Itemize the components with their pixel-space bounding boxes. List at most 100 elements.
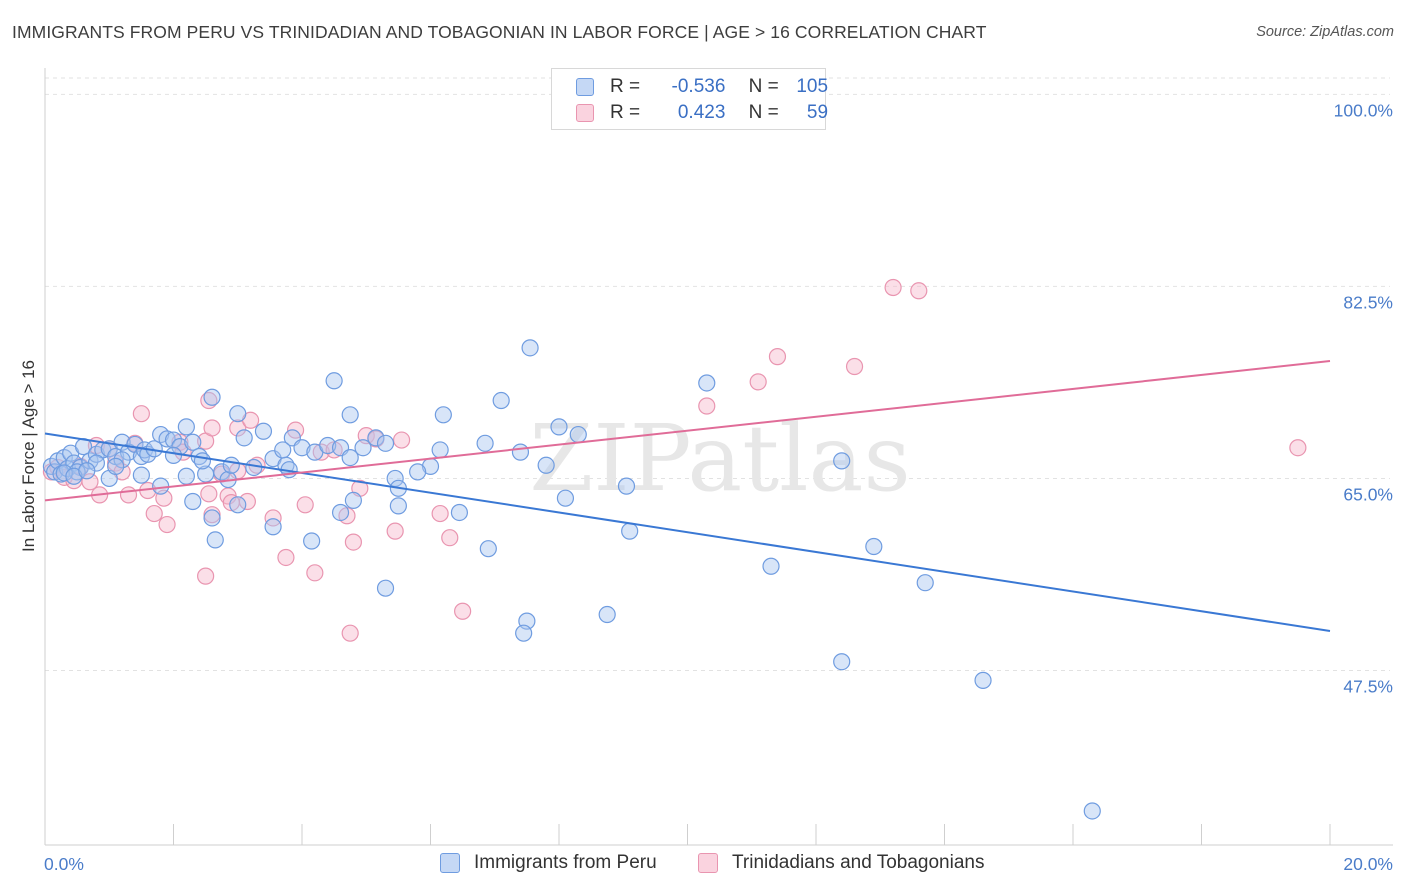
peru-point <box>569 425 587 444</box>
trinidadians-point <box>197 567 215 585</box>
peru-point <box>450 503 469 522</box>
peru-point <box>303 532 321 550</box>
trinidadians-point <box>1289 439 1307 457</box>
peru-swatch <box>576 78 594 96</box>
trinidadians-point <box>312 443 330 461</box>
peru-point <box>376 579 395 597</box>
peru-point <box>762 557 780 575</box>
peru-point <box>65 467 83 485</box>
peru-point <box>254 422 273 440</box>
trinidadians-point <box>132 405 150 423</box>
trinidadians-point <box>81 473 99 491</box>
peru-point <box>184 492 202 511</box>
peru-point <box>319 436 337 455</box>
legend-label: Immigrants from Peru <box>474 852 657 873</box>
peru-point <box>222 456 240 474</box>
peru-point <box>229 405 247 423</box>
legend-label: Trinidadians and Tobagonians <box>732 852 985 873</box>
peru-point <box>492 391 510 410</box>
peru-point <box>367 429 385 447</box>
trinidadians-point <box>344 533 362 551</box>
peru-point <box>113 451 131 469</box>
trinidadians-point <box>229 419 247 437</box>
y-tick-label: 65.0% <box>1343 484 1393 504</box>
source-credit: Source: ZipAtlas.com <box>1256 24 1394 40</box>
peru-point <box>81 452 99 470</box>
axes <box>44 68 1393 846</box>
peru-point <box>274 441 292 459</box>
y-tick-label: 100.0% <box>1334 100 1393 120</box>
peru-point <box>833 653 851 671</box>
r-value: 0.423 <box>677 102 726 123</box>
trinidadians-point <box>277 548 295 567</box>
peru-point <box>479 540 497 558</box>
x-tick-label: 20.0% <box>1343 854 1393 874</box>
peru-trend-line <box>44 432 1331 632</box>
peru-point <box>107 457 125 475</box>
stats-legend: R = -0.536 N = 105 R = 0.423 N = 59 <box>551 68 829 130</box>
peru-point <box>617 477 636 495</box>
series-trinidadians-points <box>42 278 1307 642</box>
series-legend: Immigrants from Peru Trinidadians and To… <box>0 850 1406 880</box>
peru-point <box>132 466 150 484</box>
tick-labels: 47.5% 65.0% 82.5% 100.0% 0.0% 20.0% <box>44 100 1393 874</box>
r-value: -0.536 <box>671 76 726 97</box>
y-tick-label: 47.5% <box>1343 677 1393 697</box>
peru-point <box>916 574 934 592</box>
trinidadians-swatch <box>698 853 718 873</box>
watermark: ZIPatlas <box>529 405 910 512</box>
peru-point <box>865 537 883 556</box>
peru-point <box>245 458 263 477</box>
peru-point <box>177 418 195 436</box>
peru-point <box>409 463 427 481</box>
peru-point <box>376 434 395 452</box>
peru-point <box>521 339 539 357</box>
trinidadians-point <box>454 602 472 620</box>
peru-point <box>515 624 533 642</box>
peru-point <box>264 518 282 536</box>
trinidadians-point <box>222 493 240 512</box>
peru-point <box>164 446 183 465</box>
peru-point <box>203 509 221 527</box>
peru-point <box>177 467 195 485</box>
peru-point <box>1083 802 1101 820</box>
x-tick-label: 0.0% <box>44 854 84 874</box>
peru-point <box>184 433 202 451</box>
peru-point <box>389 497 407 515</box>
trinidadians-point <box>698 397 716 415</box>
trinidadians-point <box>145 504 163 523</box>
peru-point <box>78 462 96 480</box>
gridlines <box>45 77 1390 672</box>
trinidadians-point <box>158 515 176 534</box>
trinidadians-trend-line <box>44 360 1331 502</box>
trinidadians-point <box>431 504 449 523</box>
chart-title: IMMIGRANTS FROM PERU VS TRINIDADIAN AND … <box>12 22 987 42</box>
peru-point <box>431 441 449 459</box>
trinidadians-point <box>200 485 218 503</box>
peru-point <box>235 429 253 447</box>
peru-point <box>152 477 170 495</box>
peru-point <box>229 496 247 514</box>
peru-point <box>158 430 176 448</box>
n-label: N = <box>748 76 779 97</box>
peru-point <box>293 439 311 457</box>
trinidadians-point <box>341 624 359 642</box>
peru-swatch <box>440 853 460 873</box>
peru-point <box>325 372 343 390</box>
n-value: 59 <box>806 102 829 123</box>
trinidadians-swatch <box>576 104 594 122</box>
peru-point <box>434 406 452 424</box>
trinidadians-point <box>910 282 928 300</box>
trinidadians-point <box>845 357 864 376</box>
r-label: R = <box>610 102 641 123</box>
series-peru-points <box>42 339 1101 820</box>
trinidadians-point <box>306 564 324 582</box>
trinidadians-point <box>203 419 221 437</box>
peru-point <box>193 452 212 470</box>
peru-point <box>341 406 359 424</box>
peru-point <box>974 671 992 689</box>
peru-point <box>556 489 575 507</box>
peru-point <box>203 388 221 406</box>
y-axis-label: In Labor Force | Age > 16 <box>19 360 38 552</box>
